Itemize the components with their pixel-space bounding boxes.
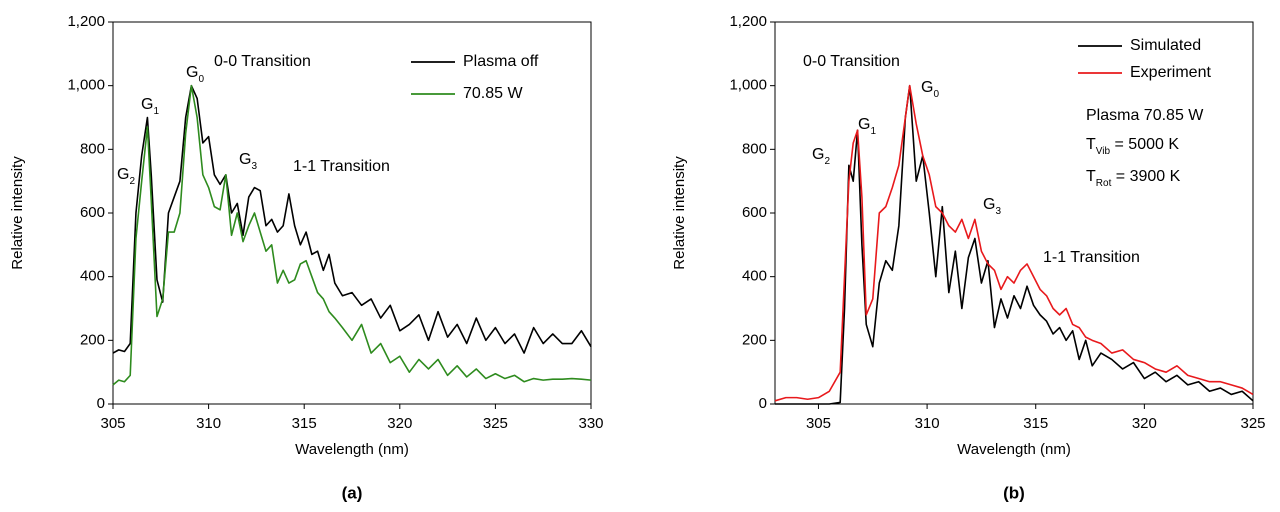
annotation-sub: 1 (153, 106, 159, 117)
x-tick-label: 315 (292, 415, 317, 432)
annotation: 1-1 Transition (293, 158, 390, 175)
annotation-sub: 0 (933, 89, 939, 100)
series-line (774, 84, 1254, 402)
annotation-text: G (186, 64, 198, 81)
annotation: TVib = 5000 K (1086, 136, 1179, 156)
y-tick-label: 1,000 (67, 77, 105, 94)
plot-frame (774, 21, 1254, 405)
y-tick-label: 600 (742, 204, 767, 221)
y-tick-label: 600 (80, 204, 105, 221)
annotation-text: G (921, 79, 933, 96)
annotation-sub: Rot (1096, 178, 1112, 189)
x-tick-label: 305 (806, 415, 831, 432)
panel-label: (b) (1003, 483, 1025, 502)
y-axis-label: Relative intensity (9, 156, 26, 270)
series-line (775, 84, 1254, 405)
y-tick-label: 400 (80, 268, 105, 285)
annotation: TRot = 3900 K (1086, 168, 1181, 188)
y-tick-label: 0 (97, 395, 105, 412)
y-tick-label: 800 (742, 140, 767, 157)
annotation-text: G (983, 196, 995, 213)
annotation: G2 (117, 166, 135, 186)
annotation-text: G (858, 116, 870, 133)
annotation: G0 (186, 64, 204, 84)
annotation-text: T (1086, 168, 1096, 185)
x-tick-label: 325 (483, 415, 508, 432)
x-tick-label: 320 (1132, 415, 1157, 432)
annotation-sub: Vib (1096, 146, 1111, 157)
annotation-text: 0-0 Transition (803, 53, 900, 70)
annotation-text: T (1086, 136, 1096, 153)
annotation-text: 1-1 Transition (1043, 249, 1140, 266)
annotation: 0-0 Transition (214, 53, 311, 70)
annotation: 1-1 Transition (1043, 249, 1140, 266)
x-tick-label: 310 (196, 415, 221, 432)
annotation-text: 1-1 Transition (293, 158, 390, 175)
legend-label: Simulated (1130, 37, 1201, 54)
annotation: G3 (239, 151, 257, 171)
x-tick-label: 315 (1023, 415, 1048, 432)
y-axis-label: Relative intensity (671, 156, 688, 270)
y-tick-label: 0 (759, 395, 767, 412)
plot-frame (112, 21, 592, 405)
series-line (112, 84, 592, 354)
annotation: G0 (921, 79, 939, 99)
annotation-tail: = 3900 K (1111, 168, 1180, 185)
annotation-text: 0-0 Transition (214, 53, 311, 70)
annotation-sub: 1 (870, 126, 876, 137)
legend-label: Plasma off (463, 53, 539, 70)
annotation-text: G (141, 96, 153, 113)
annotation: G3 (983, 196, 1001, 216)
x-axis-label: Wavelength (nm) (957, 441, 1071, 458)
annotation: Plasma 70.85 W (1086, 107, 1204, 124)
x-tick-label: 305 (100, 415, 125, 432)
annotation-text: G (239, 151, 251, 168)
y-tick-label: 400 (742, 268, 767, 285)
annotation-text: G (117, 166, 129, 183)
y-tick-label: 1,200 (67, 13, 105, 30)
panel-label: (a) (342, 483, 363, 502)
annotation-sub: 2 (824, 156, 830, 167)
annotation-text: G (812, 146, 824, 163)
x-tick-label: 325 (1240, 415, 1265, 432)
annotation-sub: 2 (129, 176, 135, 187)
annotation: G1 (141, 96, 159, 116)
y-tick-label: 200 (742, 331, 767, 348)
annotation: 0-0 Transition (803, 53, 900, 70)
y-tick-label: 1,200 (729, 13, 767, 30)
annotation-sub: 0 (198, 74, 204, 85)
legend-label: Experiment (1130, 64, 1211, 81)
annotation: G2 (812, 146, 830, 166)
y-tick-label: 800 (80, 140, 105, 157)
legend-label: 70.85 W (463, 85, 523, 102)
y-tick-label: 200 (80, 331, 105, 348)
annotation: G1 (858, 116, 876, 136)
x-axis-label: Wavelength (nm) (295, 441, 409, 458)
x-tick-label: 310 (915, 415, 940, 432)
annotation-sub: 3 (995, 206, 1001, 217)
series-line (112, 84, 592, 386)
annotation-tail: = 5000 K (1110, 136, 1179, 153)
y-tick-label: 1,000 (729, 77, 767, 94)
x-tick-label: 320 (387, 415, 412, 432)
annotation-sub: 3 (251, 161, 257, 172)
annotation-text: Plasma 70.85 W (1086, 107, 1204, 124)
x-tick-label: 330 (578, 415, 603, 432)
